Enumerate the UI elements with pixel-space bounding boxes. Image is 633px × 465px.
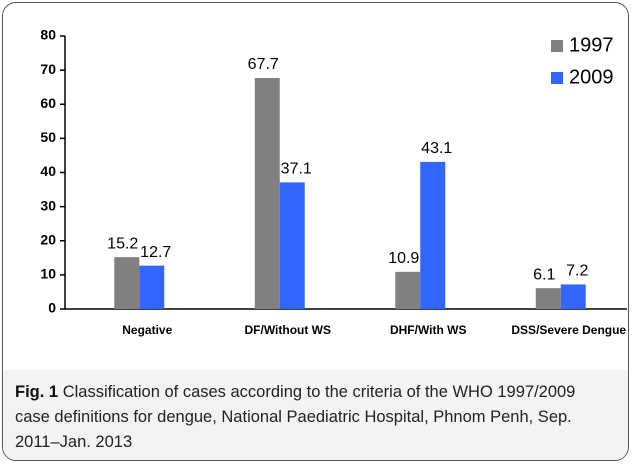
x-tick-label: Negative [122,323,172,337]
x-tick-label: DF/Without WS [244,323,331,337]
y-tick-label: 60 [40,95,56,111]
caption-text: Classification of cases according to the… [15,383,576,451]
y-tick-label: 0 [48,300,56,316]
chart: 0 10 20 30 40 50 60 70 80 Negative 15.212.7 DF/With… [40,27,627,337]
value-label: 6.1 [533,266,555,283]
legend-swatch [551,72,563,84]
bar [254,77,280,309]
bar [279,182,305,309]
y-tick-label: 10 [40,266,56,282]
y-tick-label: 80 [40,27,56,43]
legend-swatch [551,40,563,52]
value-label: 10.9 [388,250,419,267]
value-label: 7.2 [566,263,588,280]
y-tick-label: 20 [40,231,56,247]
value-label: 37.1 [281,161,312,178]
bar [535,288,561,309]
bar [139,265,165,309]
bar [420,161,446,309]
bar [560,284,586,309]
value-label: 43.1 [421,140,452,157]
bar [114,257,140,309]
x-tick-label: DSS/Severe Dengue [511,323,626,337]
y-tick-label: 30 [40,197,56,213]
x-tick-label: DHF/With WS [390,323,467,337]
value-label: 12.7 [140,244,171,261]
bar [395,271,421,309]
value-label: 15.2 [107,235,138,252]
caption-label: Fig. 1 [15,383,59,401]
legend-label: 1997 [569,34,614,56]
y-tick-label: 40 [40,163,56,179]
figure: 0 10 20 30 40 50 60 70 80 Negative 15.2 12.7 DF/With… [2,2,629,461]
y-tick-label: 50 [40,129,56,145]
y-tick-label: 70 [40,61,56,77]
value-label: 67.7 [248,56,279,73]
legend-label: 2009 [569,66,614,88]
caption: Fig. 1 Classification of cases according… [3,370,628,460]
